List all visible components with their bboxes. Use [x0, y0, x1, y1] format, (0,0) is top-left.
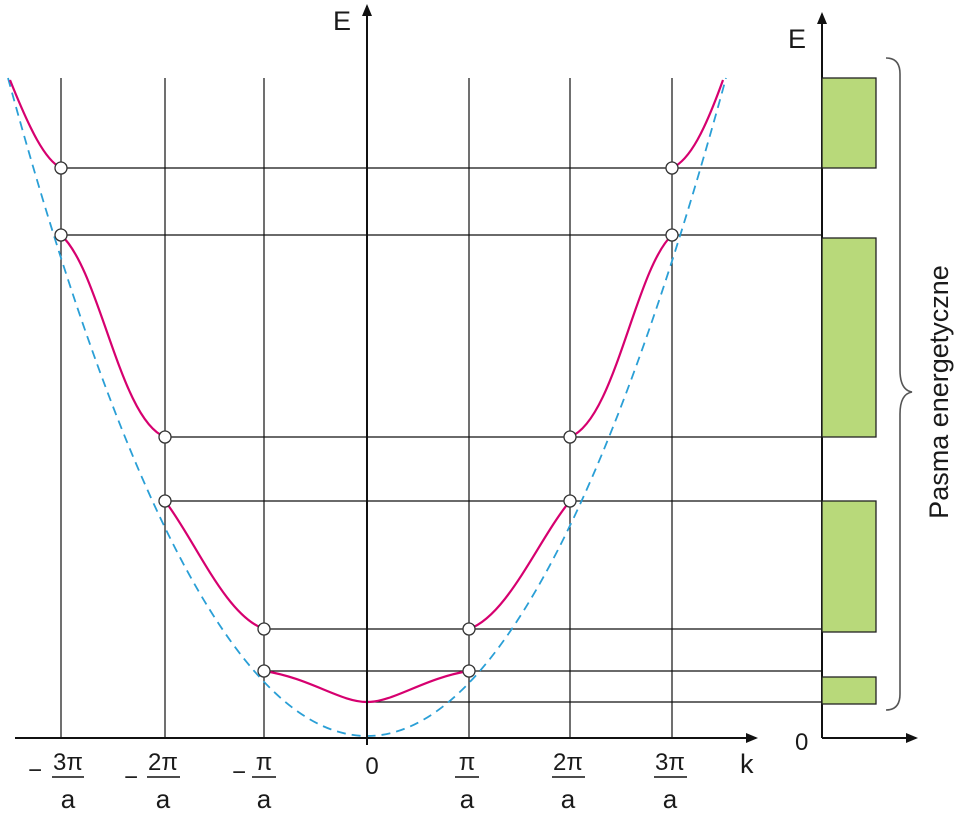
energy-band: [821, 77, 877, 169]
energy-band: [821, 676, 877, 705]
tick-label-3pi: 3π a: [654, 749, 687, 814]
tick-numerator: 2π: [148, 749, 178, 776]
boundary-point: [54, 228, 68, 242]
energy-band: [821, 500, 877, 633]
boundary-point: [563, 494, 577, 508]
boundary-point: [462, 664, 476, 678]
tick-denominator: a: [460, 784, 475, 814]
tick-numerator: 2π: [553, 749, 583, 776]
bands-caption: Pasma energetyczne: [924, 265, 954, 519]
tick-label-minus-2pi: − 2π a: [124, 749, 180, 814]
energy-band: [821, 237, 877, 438]
tick-denominator: a: [257, 784, 272, 814]
k-axis-label: k: [740, 749, 754, 779]
tick-label-zero: 0: [365, 753, 378, 780]
tick-denominator: a: [663, 784, 678, 814]
tick-numerator: 3π: [53, 749, 83, 776]
energy-bands: [821, 77, 877, 705]
tick-label-minus-pi: − π a: [232, 749, 276, 814]
boundary-point: [158, 494, 172, 508]
tick-label-2pi: 2π a: [552, 749, 585, 814]
tick-sign: −: [124, 764, 138, 791]
boundary-point: [158, 430, 172, 444]
band-panel-energy-label: E: [788, 24, 806, 54]
band-panel-origin-label: 0: [795, 729, 808, 756]
tick-numerator: 0: [365, 753, 378, 780]
tick-label-minus-3pi: − 3π a: [28, 749, 84, 814]
zone-boundary-points: [54, 161, 679, 678]
boundary-point: [54, 161, 68, 175]
tick-numerator: π: [256, 749, 273, 776]
boundary-point: [665, 161, 679, 175]
tick-sign: −: [28, 757, 42, 784]
boundary-point: [563, 430, 577, 444]
energy-axis-label: E: [333, 6, 351, 36]
tick-sign: −: [232, 759, 246, 786]
boundary-point: [257, 622, 271, 636]
tick-label-pi: π a: [455, 749, 479, 814]
bands-brace: [885, 57, 913, 711]
tick-denominator: a: [561, 784, 576, 814]
boundary-point: [257, 664, 271, 678]
band-edge-lines: [61, 167, 822, 703]
boundary-point: [462, 622, 476, 636]
tick-numerator: 3π: [655, 749, 685, 776]
boundary-point: [665, 228, 679, 242]
tick-denominator: a: [156, 784, 171, 814]
tick-numerator: π: [459, 749, 476, 776]
k-gridlines: [60, 78, 673, 738]
tick-denominator: a: [61, 784, 76, 814]
